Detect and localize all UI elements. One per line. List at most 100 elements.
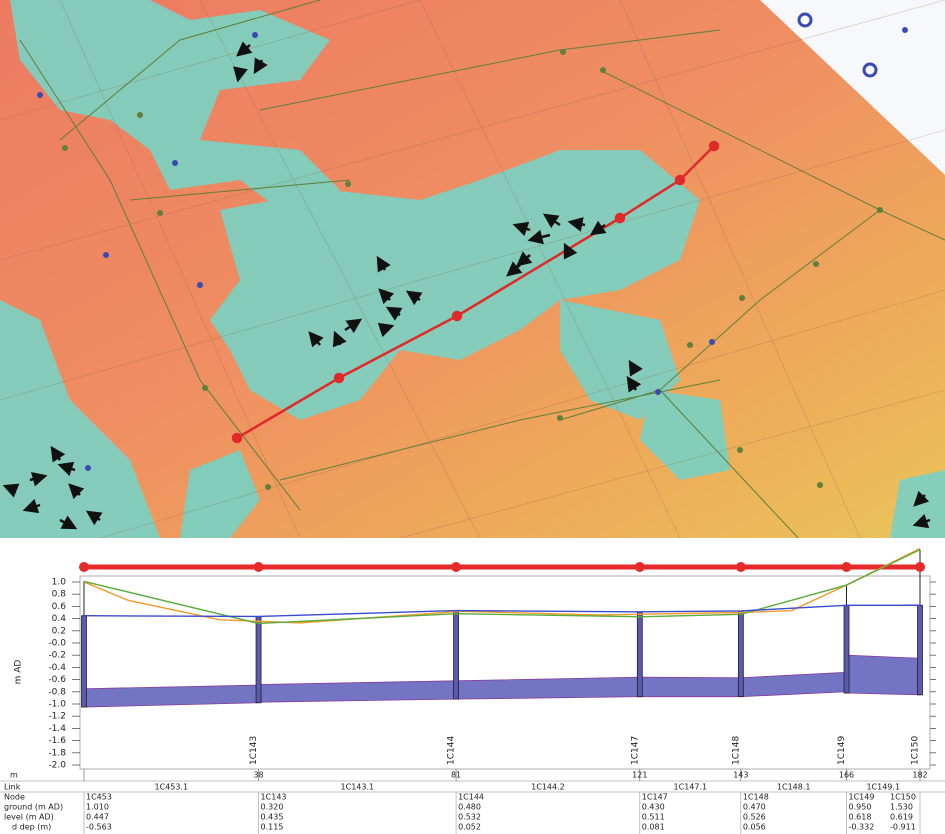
ground-cell: 1.010 bbox=[86, 803, 109, 812]
node-cell: 1C143 bbox=[261, 793, 287, 802]
link-header: Link bbox=[4, 783, 21, 792]
node-cell: 1C453 bbox=[86, 793, 112, 802]
level-cell: 0.619 bbox=[890, 813, 913, 822]
route-node bbox=[253, 562, 264, 572]
y-tick-label: 0.6 bbox=[52, 602, 67, 612]
flow-arrows bbox=[2, 41, 931, 530]
level-cell: 0.447 bbox=[86, 813, 109, 822]
route-node bbox=[634, 562, 645, 572]
node-cell: 1C150 bbox=[890, 793, 916, 802]
ground-cell: 0.480 bbox=[458, 803, 481, 812]
ground-cell: 0.950 bbox=[849, 803, 872, 812]
depth-cell: -0.332 bbox=[849, 823, 875, 832]
chamber bbox=[737, 610, 744, 698]
depth-cell: -0.563 bbox=[86, 823, 112, 832]
ground-cell: 0.320 bbox=[261, 803, 284, 812]
chainage-label: 166 bbox=[839, 771, 854, 780]
node-cell: 1C148 bbox=[743, 793, 769, 802]
y-tick-label: 1.0 bbox=[52, 578, 67, 588]
pipe bbox=[258, 680, 457, 703]
y-tick-label: -0.6 bbox=[48, 675, 66, 685]
chamber bbox=[843, 604, 850, 694]
node-profile-label: 1C149 bbox=[837, 736, 847, 765]
depth-cell: 0.115 bbox=[261, 823, 284, 832]
link-label: 1C149.1 bbox=[866, 783, 900, 792]
chainage-label: 143 bbox=[733, 771, 748, 780]
link-label: 1C453.1 bbox=[154, 783, 188, 792]
y-tick-label: -0.8 bbox=[48, 687, 66, 697]
chamber bbox=[917, 604, 923, 696]
level-header: level (m AD) bbox=[4, 813, 54, 822]
node-profile-label: 1C147 bbox=[630, 736, 640, 765]
pipe bbox=[846, 654, 921, 696]
level-cell: 0.435 bbox=[261, 813, 284, 822]
y-tick-label: -2.0 bbox=[48, 761, 66, 771]
y-tick-label: -1.8 bbox=[48, 748, 66, 758]
plot-frame bbox=[79, 575, 931, 770]
depth-cell: 0.052 bbox=[458, 823, 481, 832]
series-line bbox=[83, 604, 921, 618]
link-label: 1C147.1 bbox=[674, 783, 708, 792]
node-profile-label: 1C143 bbox=[249, 736, 259, 765]
manholes bbox=[62, 49, 883, 490]
chamber bbox=[81, 615, 87, 708]
level-cell: 0.618 bbox=[849, 813, 872, 822]
chamber bbox=[255, 616, 262, 704]
node-header: Node bbox=[4, 793, 25, 802]
y-tick-label: -1.0 bbox=[48, 700, 66, 710]
y-tick-label: -0.0 bbox=[48, 639, 66, 649]
level-cell: 0.526 bbox=[743, 813, 766, 822]
depth-cell: 0.081 bbox=[642, 823, 665, 832]
chamber bbox=[636, 611, 643, 698]
link-label: 1C144.2 bbox=[531, 783, 565, 792]
link-label: 1C148.1 bbox=[777, 783, 811, 792]
route-node bbox=[841, 562, 852, 572]
ground-cell: 1.530 bbox=[890, 803, 913, 812]
terrain-line bbox=[83, 547, 921, 624]
y-tick-label: -1.2 bbox=[48, 712, 66, 722]
level-cell: 0.511 bbox=[642, 813, 665, 822]
node-profile-label: 1C144 bbox=[447, 736, 457, 765]
node-cell: 1C144 bbox=[458, 793, 484, 802]
pipe bbox=[83, 684, 259, 708]
chainage-label: 121 bbox=[632, 771, 647, 780]
y-axis-title: m AD bbox=[14, 660, 24, 685]
y-tick-label: 0.4 bbox=[52, 614, 67, 624]
nodes-blue bbox=[37, 12, 908, 471]
street-grid bbox=[0, 0, 945, 538]
ground-cell: 0.430 bbox=[642, 803, 665, 812]
y-tick-label: -0.4 bbox=[48, 663, 66, 673]
node-cell: 1C147 bbox=[642, 793, 668, 802]
chamber bbox=[453, 610, 459, 700]
chainage-label: 38 bbox=[253, 771, 263, 780]
flood-map[interactable] bbox=[0, 0, 945, 540]
selected-route[interactable] bbox=[231, 140, 720, 444]
pipe bbox=[455, 676, 641, 700]
unmodelled-area bbox=[760, 0, 945, 175]
depth-cell: 0.056 bbox=[743, 823, 766, 832]
depth-cell: -0.911 bbox=[890, 823, 916, 832]
ground-cell: 0.470 bbox=[743, 803, 766, 812]
y-tick-label: -1.4 bbox=[48, 724, 66, 734]
series-line bbox=[83, 549, 921, 625]
level-cell: 0.532 bbox=[458, 813, 481, 822]
route-node bbox=[451, 562, 462, 572]
y-tick-label: 0.2 bbox=[52, 626, 66, 636]
node-profile-label: 1C148 bbox=[731, 736, 741, 765]
depth-header: d dep (m) bbox=[12, 823, 51, 832]
table-rules bbox=[0, 780, 945, 793]
y-tick-label: 0.8 bbox=[52, 590, 67, 600]
route-node bbox=[735, 562, 746, 572]
chainage-label: 182 bbox=[912, 771, 927, 780]
x-axis-title: m bbox=[10, 771, 18, 780]
node-profile-label: 1C150 bbox=[911, 736, 921, 765]
y-tick-label: -0.2 bbox=[48, 651, 66, 661]
pipe bbox=[639, 676, 742, 698]
route-node bbox=[915, 562, 925, 572]
route-node bbox=[79, 562, 89, 572]
y-tick-label: -1.6 bbox=[48, 736, 66, 746]
chainage-label: 81 bbox=[451, 771, 461, 780]
link-label: 1C143.1 bbox=[341, 783, 375, 792]
ground-header: ground (m AD) bbox=[4, 803, 63, 812]
